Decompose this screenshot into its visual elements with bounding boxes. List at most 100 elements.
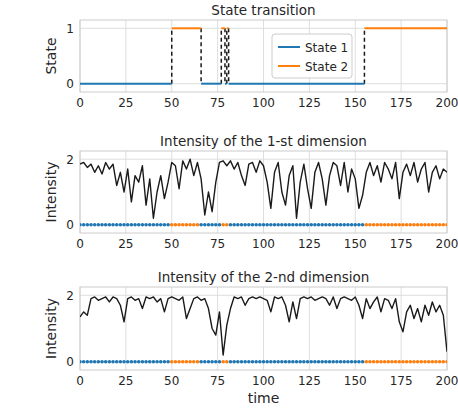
subplot-title: Intensity of the 2-nd dimension [158,269,370,285]
state-dot [442,360,446,364]
state-dot [265,223,269,227]
subplot: 025507510012515017520002Intensity of the… [43,133,458,251]
state-dot [104,360,108,364]
x-tick-label: 175 [390,96,413,110]
state-dot [210,360,214,364]
transition-line [221,28,223,83]
state-dot [130,360,134,364]
state-dot [148,223,152,227]
grid-line [125,151,126,233]
transition-line [200,28,202,83]
state-dot [357,223,361,227]
grid-line [217,20,218,92]
state-dot [229,223,233,227]
state-dot [89,223,93,227]
state-dot [386,360,390,364]
state-dot [383,223,387,227]
state-dot [93,360,97,364]
x-tick-label: 75 [210,237,225,251]
state-dot [324,360,328,364]
state-dot [137,360,141,364]
state-dot [247,360,251,364]
state-dot [427,223,431,227]
state-dot [317,360,321,364]
state-dot [276,360,280,364]
state-dot [284,223,288,227]
intensity-line [80,297,447,355]
state-dot [401,360,405,364]
state-dot [372,223,376,227]
state-dot [335,360,339,364]
state-dot [273,360,277,364]
state-dot [302,360,306,364]
state-dot [152,223,156,227]
state-dot [287,223,291,227]
state-dot [397,223,401,227]
data-group [80,28,447,83]
state-segment [364,27,447,29]
x-tick-label: 25 [118,96,133,110]
transition-line [364,28,366,83]
grid-line [355,151,356,233]
state-dot [115,223,119,227]
state-dot [350,360,354,364]
grid-line [263,151,264,233]
state-dot [111,360,115,364]
state-dot [309,360,313,364]
state-dot [174,223,178,227]
state-dot [313,223,317,227]
state-dot [214,223,218,227]
state-dot [199,223,203,227]
state-dot [236,360,240,364]
state-dot [350,223,354,227]
state-dot [390,360,394,364]
legend-label: State 2 [305,60,348,74]
state-dot [225,360,229,364]
state-dot [192,360,196,364]
state-dot [240,360,244,364]
state-dot [287,360,291,364]
state-dot [306,223,310,227]
state-dot [144,360,148,364]
state-dot [423,360,427,364]
state-dot [409,223,413,227]
state-dot [130,223,134,227]
grid-line [401,20,402,92]
plot-frame [80,151,447,233]
state-dot [445,360,447,364]
state-dot [221,223,225,227]
y-tick-label: 0 [66,77,74,91]
state-dot [427,360,431,364]
x-tick-label: 175 [390,374,413,388]
state-dot [203,223,207,227]
state-dot [379,223,383,227]
grid-line [125,287,126,370]
state-dot [262,223,266,227]
state-segment [221,27,225,29]
state-dot [196,223,200,227]
state-dot [170,360,174,364]
state-dot [397,360,401,364]
state-dot [375,360,379,364]
x-tick-label: 150 [344,237,367,251]
subplot-title: Intensity of the 1-st dimension [160,133,367,149]
y-tick-label: 0 [66,218,74,232]
grid-line [355,20,356,92]
state-dot [89,360,93,364]
state-dot [137,223,141,227]
x-tick-label: 200 [436,374,458,388]
state-dot [166,360,170,364]
x-axis-label: time [248,390,280,406]
state-dot [386,223,390,227]
state-dot [177,223,181,227]
state-dot [420,223,424,227]
state-dot [339,360,343,364]
state-dot [80,223,82,227]
x-tick-label: 0 [76,374,84,388]
x-tick-label: 0 [76,96,84,110]
state-dot [254,360,258,364]
grid-line [309,287,310,370]
state-dot [353,360,357,364]
state-dot [192,223,196,227]
state-dot [320,223,324,227]
